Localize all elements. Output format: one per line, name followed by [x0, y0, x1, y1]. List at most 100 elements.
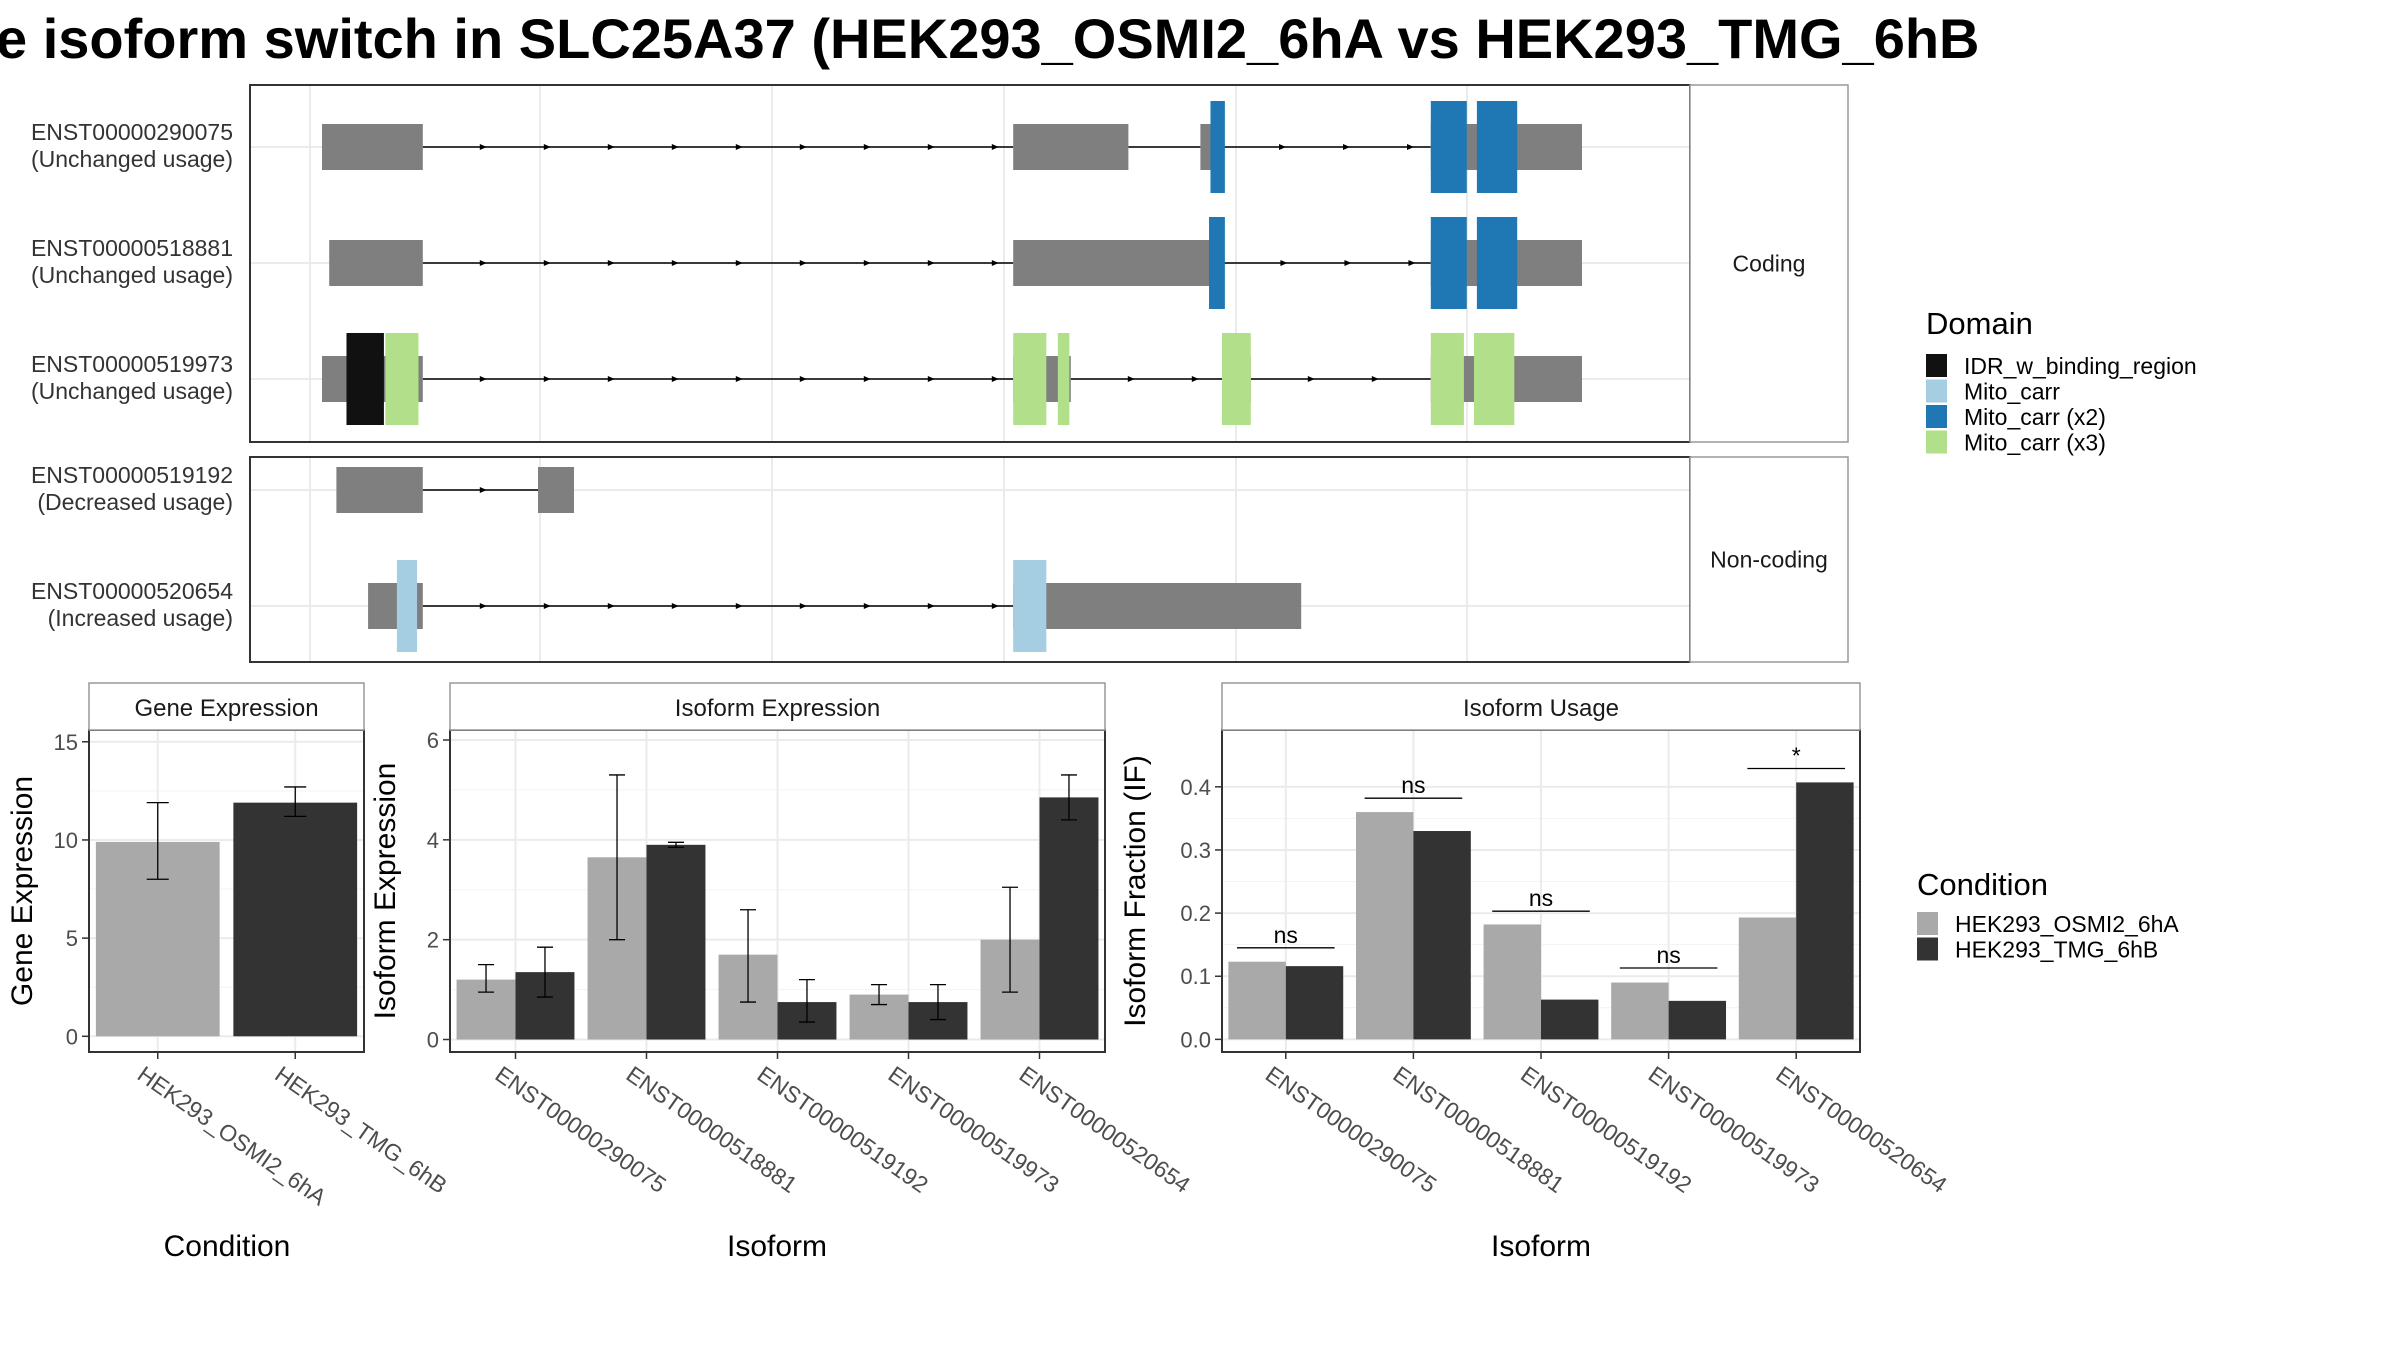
- intron-arrow: [991, 144, 999, 150]
- transcript-ENST00000290075: [322, 101, 1582, 193]
- plot-strip-title: Isoform Usage: [1463, 695, 1619, 722]
- intron-arrow: [479, 603, 487, 609]
- transcript-ENST00000519973: [322, 333, 1582, 425]
- significance-label: ns: [1529, 885, 1553, 911]
- exon-block: [1013, 583, 1302, 629]
- domain-block: [1430, 333, 1464, 425]
- domain-block: [1057, 333, 1070, 425]
- panel-strip: [1689, 456, 1849, 663]
- x-axis-title: Isoform: [1491, 1230, 1591, 1263]
- exon-block: [322, 124, 423, 170]
- intron-arrow: [543, 144, 551, 150]
- y-axis-title: Gene Expression: [6, 776, 39, 1006]
- bar: [1541, 999, 1599, 1040]
- intron-arrow: [1408, 260, 1416, 266]
- y-tick-label: 4: [427, 828, 439, 853]
- domain-legend-title: Domain: [1926, 306, 2033, 341]
- bar: [646, 844, 706, 1040]
- y-tick-label: 5: [66, 926, 78, 951]
- transcript-usage-label: (Unchanged usage): [31, 262, 233, 288]
- intron-arrow: [927, 603, 935, 609]
- x-axis-title: Isoform: [727, 1230, 827, 1263]
- transcript-structure-plot: ENST00000290075(Unchanged usage)ENST0000…: [31, 84, 1849, 663]
- intron-arrow: [735, 144, 743, 150]
- exon-block: [1013, 240, 1224, 286]
- transcript-ENST00000520654: [368, 560, 1302, 652]
- y-tick-label: 10: [54, 828, 78, 853]
- domain-block: [1222, 333, 1251, 425]
- transcript-ENST00000518881: [329, 217, 1582, 309]
- domain-block: [1013, 560, 1047, 652]
- intron-arrow: [799, 144, 807, 150]
- bar-chart-1: ENST00000290075ENST00000518881ENST000005…: [369, 682, 1195, 1263]
- condition-legend-swatch: [1917, 912, 1938, 935]
- intron-arrow: [607, 376, 615, 382]
- plot-strip: [449, 682, 1106, 731]
- structure-panel-1: ENST00000519192(Decreased usage) ENST0000…: [31, 456, 1849, 663]
- intron-arrow: [607, 144, 615, 150]
- legends: DomainIDR_w_binding_regionMito_carrMito_…: [1917, 306, 2197, 963]
- y-tick-label: 0.4: [1180, 775, 1211, 800]
- intron-arrow: [543, 376, 551, 382]
- intron-arrow: [927, 260, 935, 266]
- panel-strip-label: Coding: [1733, 251, 1806, 277]
- domain-legend-label: IDR_w_binding_region: [1964, 353, 2197, 379]
- bar: [1483, 924, 1541, 1040]
- significance-label: ns: [1274, 922, 1298, 948]
- transcript-id-label: ENST00000519973: [31, 351, 233, 377]
- panel-strip-label: Non-coding: [1710, 547, 1828, 573]
- intron-arrow: [543, 603, 551, 609]
- intron-arrow: [1343, 144, 1350, 150]
- domain-block: [396, 560, 418, 652]
- exon-block: [329, 240, 423, 286]
- intron-arrow: [799, 603, 807, 609]
- intron-arrow: [671, 603, 679, 609]
- intron-arrow: [991, 376, 999, 382]
- figure-title: e isoform switch in SLC25A37 (HEK293_OSM…: [0, 7, 1980, 70]
- exon-block: [1013, 124, 1129, 170]
- y-tick-label: 0: [427, 1028, 439, 1053]
- bar: [1611, 982, 1669, 1040]
- y-axis-title: Isoform Fraction (IF): [1119, 755, 1152, 1027]
- bar: [1355, 812, 1414, 1040]
- plot-strip: [88, 682, 365, 731]
- y-tick-label: 0: [66, 1024, 78, 1049]
- intron-arrow: [1279, 144, 1286, 150]
- domain-legend-label: Mito_carr: [1964, 379, 2060, 405]
- y-tick-label: 15: [54, 730, 78, 755]
- transcript-usage-label: (Unchanged usage): [31, 378, 233, 404]
- intron-arrow: [1344, 260, 1352, 266]
- plot-strip: [1221, 682, 1861, 731]
- transcript-id-label: ENST00000518881: [31, 235, 233, 261]
- intron-arrow: [735, 260, 743, 266]
- transcript-usage-label: (Decreased usage): [37, 489, 233, 515]
- bar: [1413, 831, 1471, 1040]
- intron-arrow: [1307, 376, 1315, 382]
- intron-arrow: [1371, 376, 1379, 382]
- intron-arrow: [799, 376, 807, 382]
- structure-panel-0: ENST00000290075(Unchanged usage)ENST0000…: [31, 84, 1849, 443]
- bar: [1228, 961, 1286, 1040]
- y-tick-label: 0.2: [1180, 901, 1211, 926]
- domain-block: [385, 333, 419, 425]
- domain-legend-swatch: [1926, 430, 1947, 454]
- intron-arrow: [991, 603, 999, 609]
- x-axis-title: Condition: [164, 1230, 291, 1263]
- domain-block: [1430, 217, 1467, 309]
- domain-block: [1476, 101, 1518, 193]
- bar: [233, 802, 358, 1037]
- bar: [1285, 966, 1344, 1040]
- y-tick-label: 0.3: [1180, 838, 1211, 863]
- significance-label: *: [1792, 743, 1801, 769]
- intron-arrow: [671, 260, 679, 266]
- plot-strip-title: Isoform Expression: [675, 695, 880, 722]
- intron-arrow: [863, 144, 871, 150]
- panel-strip: [1689, 84, 1849, 443]
- condition-legend-label: HEK293_TMG_6hB: [1955, 937, 2158, 963]
- intron-arrow: [479, 260, 487, 266]
- intron-arrow: [607, 603, 615, 609]
- intron-arrow: [735, 603, 743, 609]
- transcript-usage-label: (Increased usage): [48, 605, 233, 631]
- y-tick-label: 0.1: [1180, 964, 1211, 989]
